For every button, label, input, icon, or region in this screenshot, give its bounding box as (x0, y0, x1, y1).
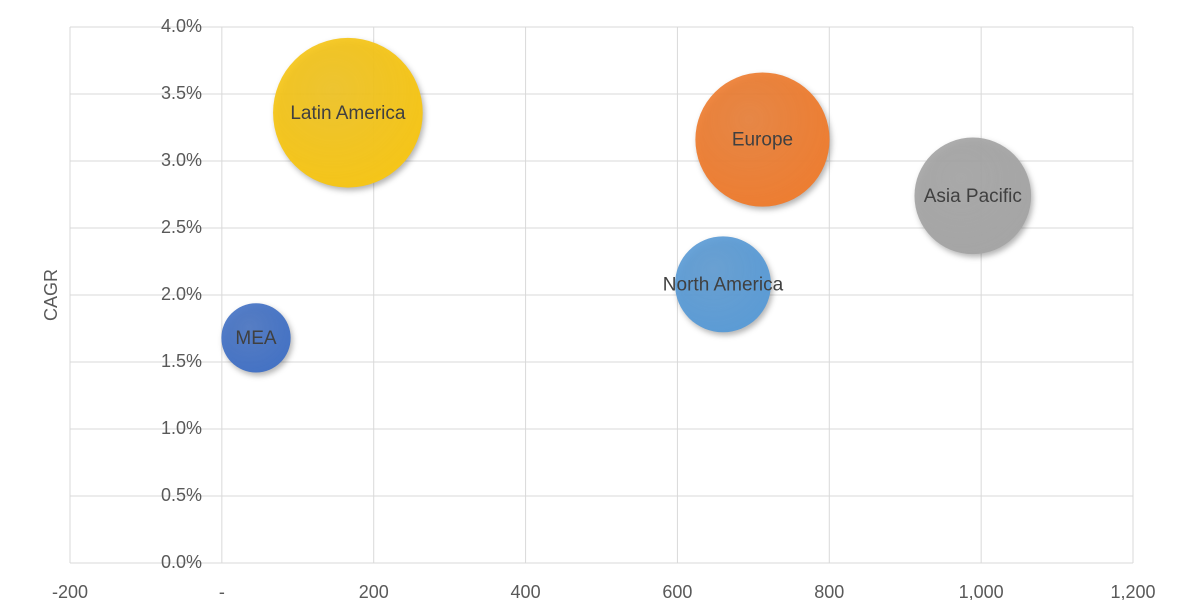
bubble-label: Latin America (290, 103, 406, 124)
bubble (675, 236, 771, 333)
bubble (695, 72, 830, 207)
x-tick-label: -200 (52, 582, 88, 600)
bubble-label: Asia Pacific (924, 186, 1022, 207)
y-tick-label: 1.0% (161, 418, 202, 438)
x-tick-label: 600 (662, 582, 692, 600)
y-tick-label: 1.5% (161, 351, 202, 371)
y-tick-label: 3.0% (161, 150, 202, 170)
bubble-label: Europe (732, 130, 793, 151)
bubble (273, 37, 423, 188)
y-axis-label: CAGR (41, 269, 61, 321)
x-tick-label: 1,000 (959, 582, 1004, 600)
x-tick-label: 200 (359, 582, 389, 600)
y-tick-label: 2.5% (161, 217, 202, 237)
x-tick-label: 800 (814, 582, 844, 600)
y-tick-label: 3.5% (161, 83, 202, 103)
y-tick-label: 2.0% (161, 284, 202, 304)
x-tick-label: - (219, 582, 225, 600)
bubble (221, 303, 291, 373)
bubble-label: North America (663, 274, 784, 295)
bubble-label: MEA (235, 328, 277, 349)
x-tick-label: 1,200 (1110, 582, 1155, 600)
bubble (914, 137, 1032, 255)
y-tick-label: 0.5% (161, 485, 202, 505)
y-tick-label: 4.0% (161, 16, 202, 36)
y-tick-label: 0.0% (161, 552, 202, 572)
x-tick-label: 400 (511, 582, 541, 600)
